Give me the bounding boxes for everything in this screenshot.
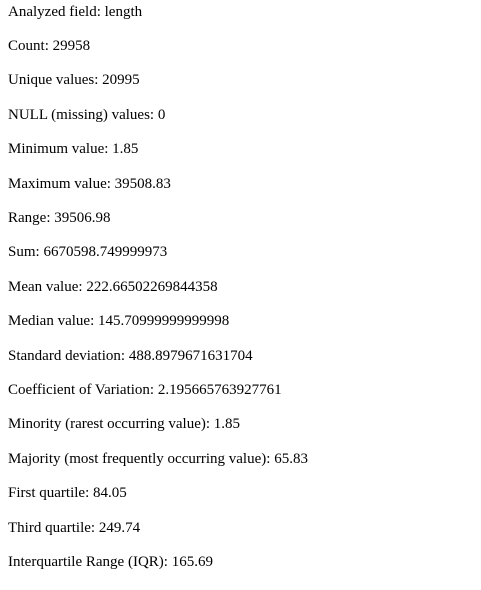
stat-range: Range: 39506.98	[8, 210, 111, 226]
stat-first-quartile: First quartile: 84.05	[8, 485, 127, 501]
stat-median-value: Median value: 145.70999999999998	[8, 313, 230, 329]
stat-coefficient-of-variation: Coefficient of Variation: 2.195665763927…	[8, 382, 282, 398]
stat-mean-value: Mean value: 222.66502269844358	[8, 279, 218, 295]
stat-null-values: NULL (missing) values: 0	[8, 107, 166, 123]
stat-interquartile-range: Interquartile Range (IQR): 165.69	[8, 554, 213, 570]
stat-minimum-value: Minimum value: 1.85	[8, 141, 139, 157]
stat-minority: Minority (rarest occurring value): 1.85	[8, 416, 241, 432]
stat-third-quartile: Third quartile: 249.74	[8, 520, 141, 536]
stat-maximum-value: Maximum value: 39508.83	[8, 176, 171, 192]
stat-count: Count: 29958	[8, 38, 91, 54]
stat-standard-deviation: Standard deviation: 488.8979671631704	[8, 348, 253, 364]
stat-sum: Sum: 6670598.749999973	[8, 244, 168, 260]
stat-unique-values: Unique values: 20995	[8, 72, 140, 88]
stat-analyzed-field: Analyzed field: length	[8, 4, 143, 20]
stat-majority: Majority (most frequently occurring valu…	[8, 451, 308, 467]
